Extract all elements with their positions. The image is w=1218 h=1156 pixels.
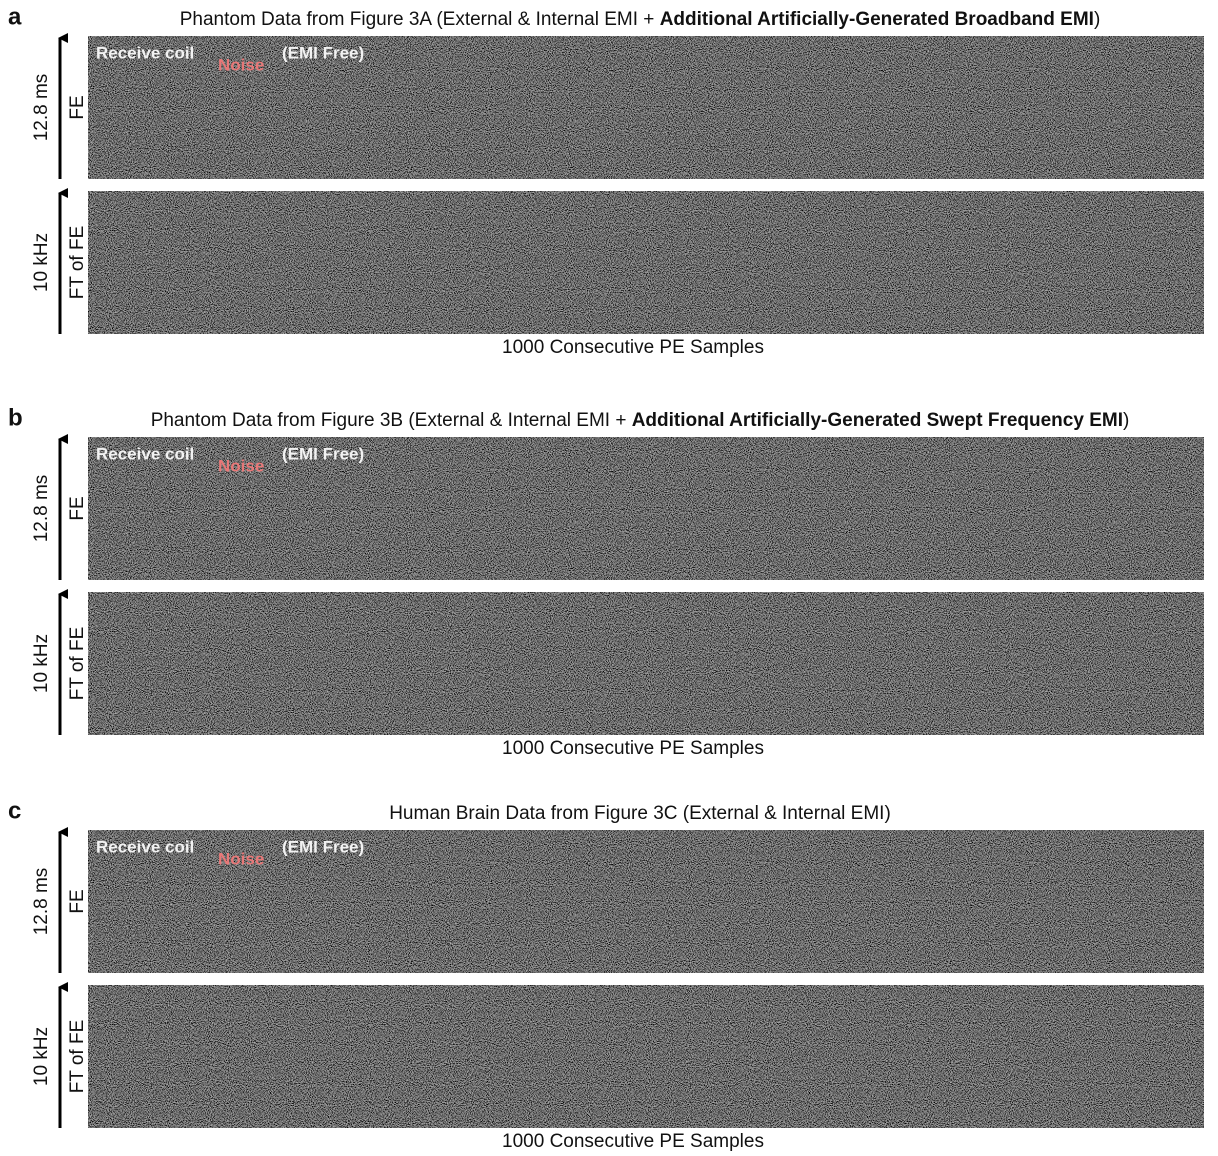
row-label: FE [67,889,88,913]
title-bold: Additional Artificially-Generated Broadb… [660,9,1094,30]
panel: b Phantom Data from Figure 3B (External &… [8,404,1204,759]
overlay-text: Receive coil [96,43,194,62]
overlay-note: (EMI Free) [282,444,364,463]
panel-letter: a [8,3,22,30]
axis-label: 12.8 ms [31,475,52,543]
overlay-note: (EMI Free) [282,837,364,856]
overlay-text: Receive coil [96,837,194,856]
overlay-text: Receive coil [96,444,194,463]
panel: a Phantom Data from Figure 3A (External &… [8,3,1204,358]
row-label: FT of FE [67,226,88,300]
overlay-sub: Noise [218,849,264,868]
overlay-sub: Noise [218,55,264,74]
row-label: FE [67,496,88,520]
title-prefix: Human Brain Data from Figure 3C (Externa… [389,803,891,824]
overlay-note: (EMI Free) [282,43,364,62]
title-bold: Additional Artificially-Generated Swept … [632,410,1123,431]
title-prefix: Phantom Data from Figure 3B (External & … [151,410,632,431]
figure: a Phantom Data from Figure 3A (External &… [0,0,1218,1156]
panel: c Human Brain Data from Figure 3C (Extern… [8,797,1204,1152]
noise-image [88,985,1204,1128]
panel-title: Phantom Data from Figure 3A (External & … [180,9,1101,30]
axis-label: 10 kHz [31,634,52,693]
x-axis-label: 1000 Consecutive PE Samples [502,337,764,358]
title-suffix: ) [1123,410,1129,431]
row-label: FT of FE [67,1020,88,1094]
axis-label: 12.8 ms [31,868,52,936]
title-prefix: Phantom Data from Figure 3A (External & … [180,9,660,30]
panel-title: Phantom Data from Figure 3B (External & … [151,410,1130,431]
row-label: FE [67,95,88,119]
noise-image [88,592,1204,735]
panel-title: Human Brain Data from Figure 3C (Externa… [389,803,891,824]
noise-image [88,191,1204,334]
title-suffix: ) [1094,9,1100,30]
panel-letter: b [8,404,23,431]
panel-letter: c [8,797,21,824]
x-axis-label: 1000 Consecutive PE Samples [502,738,764,759]
axis-label: 12.8 ms [31,74,52,142]
row-label: FT of FE [67,627,88,701]
axis-label: 10 kHz [31,233,52,292]
overlay-sub: Noise [218,456,264,475]
x-axis-label: 1000 Consecutive PE Samples [502,1131,764,1152]
axis-label: 10 kHz [31,1027,52,1086]
